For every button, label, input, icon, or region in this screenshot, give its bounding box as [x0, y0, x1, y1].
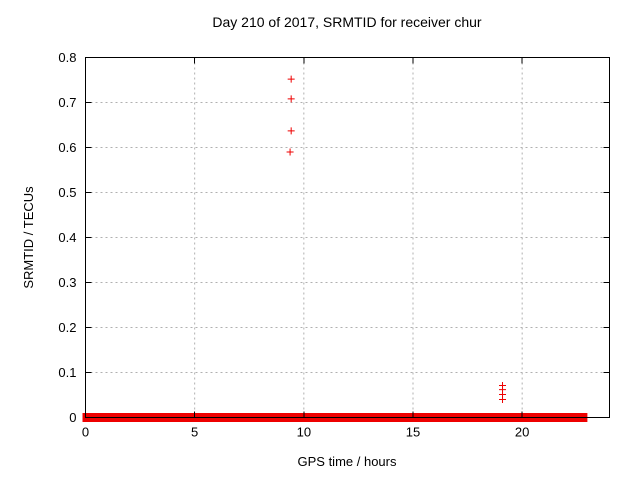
axis-ticks	[85, 57, 610, 418]
data-point	[287, 95, 295, 103]
y-axis-title: SRMTID / TECUs	[21, 186, 36, 289]
y-tick-label: 0.3	[58, 275, 76, 290]
y-tick-label: 0.1	[58, 365, 76, 380]
data-points	[286, 75, 507, 403]
grid-lines	[85, 57, 610, 418]
x-tick-label: 0	[82, 425, 89, 440]
y-tick-label: 0.2	[58, 320, 76, 335]
y-tick-label: 0	[69, 410, 76, 425]
tick-labels: 0 5 10 15 20 0 0.1 0.2 0.3 0.4 0.5 0.6 0.7 0.8	[58, 50, 529, 440]
x-tick-label: 10	[297, 425, 311, 440]
y-tick-label: 0.8	[58, 50, 76, 65]
data-point	[287, 75, 295, 83]
x-tick-label: 15	[406, 425, 420, 440]
y-tick-label: 0.5	[58, 185, 76, 200]
x-axis-title: GPS time / hours	[298, 454, 397, 469]
y-tick-label: 0.7	[58, 95, 76, 110]
data-point	[287, 127, 295, 135]
chart-title: Day 210 of 2017, SRMTID for receiver chu…	[212, 14, 482, 30]
data-point	[499, 396, 507, 403]
y-tick-label: 0.6	[58, 140, 76, 155]
y-tick-label: 0.4	[58, 230, 76, 245]
data-point	[286, 148, 294, 156]
x-tick-label: 5	[191, 425, 198, 440]
x-tick-label: 20	[515, 425, 529, 440]
